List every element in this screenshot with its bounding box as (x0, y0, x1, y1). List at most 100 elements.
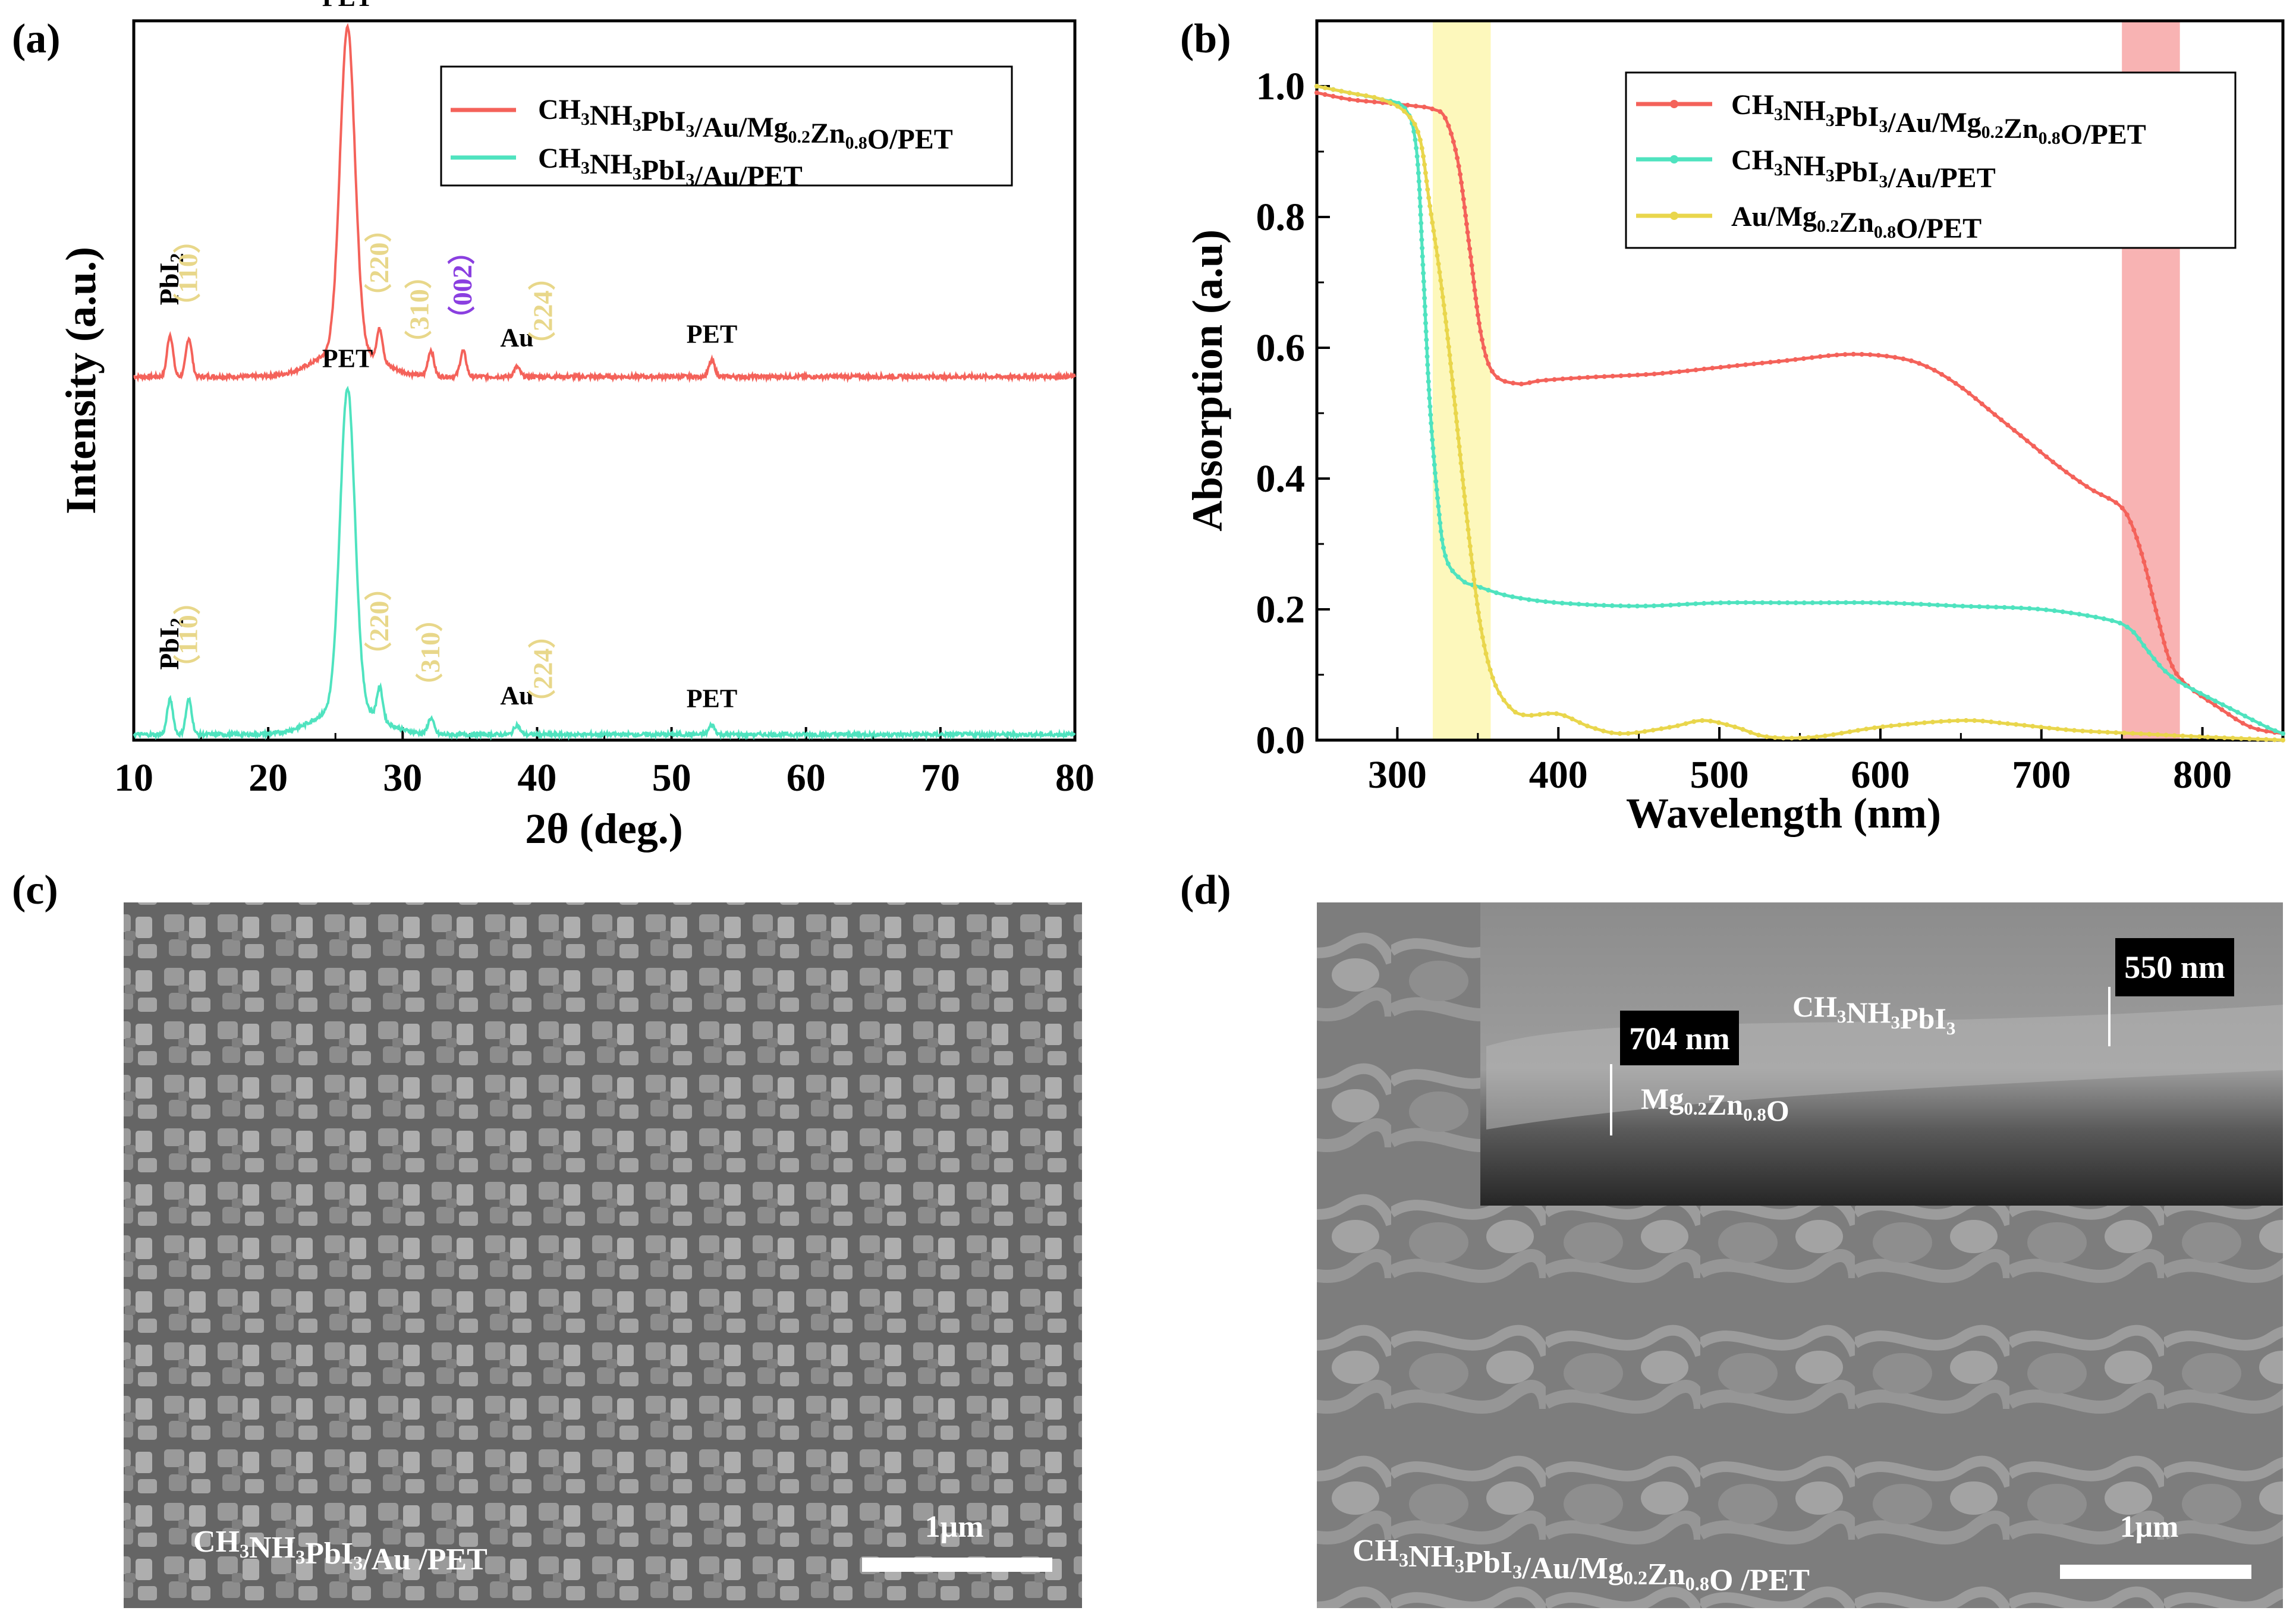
data-point (2233, 716, 2238, 722)
data-point (1968, 604, 1974, 609)
data-point (1419, 229, 1424, 234)
data-point (2272, 737, 2277, 743)
data-point (1551, 600, 1556, 605)
data-point (1427, 395, 1432, 401)
panel-label-a: (a) (12, 16, 61, 62)
data-point (1347, 90, 1353, 96)
data-point (1437, 269, 1442, 275)
peak-label: （002） (447, 237, 477, 333)
data-point (1420, 246, 1425, 251)
data-point (1453, 147, 1458, 152)
data-point (1554, 711, 1559, 716)
data-point (1457, 444, 1462, 449)
peak-label: PET (322, 0, 373, 12)
data-point (1801, 356, 1806, 361)
data-point (1388, 100, 1393, 105)
data-point (1660, 370, 1665, 376)
data-point (1425, 362, 1430, 367)
data-point (1851, 351, 1856, 357)
data-point (2163, 732, 2169, 738)
layer-label-perovskite: CH3NH3PbI3 (1792, 990, 1955, 1039)
data-point (2220, 702, 2225, 707)
data-point (1497, 690, 1502, 696)
data-point (1433, 479, 1439, 484)
data-point (1423, 170, 1428, 175)
y-tick-label-b: 0.4 (1256, 457, 1306, 501)
data-point (1427, 404, 1433, 409)
data-point (1426, 387, 1432, 392)
data-point (1420, 262, 1426, 268)
data-point (2147, 583, 2153, 589)
peak-label: （310） (415, 605, 445, 700)
data-point (1490, 675, 1495, 681)
data-point (1892, 355, 1898, 360)
data-point (1652, 603, 1656, 609)
data-point (1785, 600, 1790, 605)
data-point (2068, 611, 2074, 615)
data-point (1495, 375, 1500, 380)
data-point (1930, 719, 1935, 725)
data-point (2137, 543, 2142, 549)
x-tick-label-a: 80 (1055, 756, 1094, 800)
data-point (2157, 624, 2163, 629)
data-point (1461, 197, 1466, 202)
data-point (1438, 520, 1443, 526)
data-point (1519, 381, 1524, 386)
data-point (1993, 605, 1999, 610)
data-point (1977, 604, 1982, 609)
data-point (1792, 357, 1798, 362)
data-point (1428, 412, 1433, 417)
data-point (2005, 423, 2011, 427)
data-point (2263, 737, 2269, 742)
data-point (1432, 237, 1438, 242)
data-point (2131, 630, 2137, 635)
data-point (1461, 486, 1466, 490)
data-point (1453, 411, 1458, 416)
data-point (1436, 504, 1441, 509)
data-point (1668, 370, 1674, 375)
data-point (2101, 616, 2106, 621)
data-point (1535, 378, 1540, 383)
data-point (1414, 154, 1420, 159)
data-point (2018, 605, 2024, 611)
peak-label: （220） (364, 215, 394, 311)
data-point (1946, 376, 1951, 382)
data-point (1953, 380, 1958, 386)
data-point (1434, 487, 1439, 492)
scale-bar-label-d: 1μm (2120, 1510, 2179, 1544)
data-point (1960, 603, 1965, 609)
data-point (2197, 734, 2202, 740)
data-point (1552, 377, 1557, 382)
data-point (2119, 505, 2125, 511)
data-point (1445, 561, 1451, 567)
data-point (1456, 436, 1461, 441)
data-point (2183, 683, 2188, 688)
data-point (1626, 603, 1631, 609)
x-tick-label-b: 500 (1690, 753, 1749, 797)
data-point (1424, 178, 1429, 184)
data-point (1423, 312, 1428, 317)
data-point (1917, 361, 1922, 366)
data-point (1422, 295, 1427, 301)
layer-label-mgzno: Mg0.2Zn0.8O (1641, 1082, 1789, 1127)
data-point (1454, 419, 1460, 424)
data-point (1322, 92, 1328, 97)
data-point (1989, 719, 1994, 725)
data-point (1701, 600, 1707, 606)
peak-label: （224） (528, 621, 558, 717)
data-point (1450, 377, 1455, 383)
data-point (1459, 180, 1464, 185)
data-point (2044, 454, 2049, 460)
data-point (2247, 736, 2252, 741)
data-point (2230, 735, 2235, 741)
data-point (1425, 187, 1430, 192)
data-point (1438, 528, 1443, 534)
data-point (2163, 669, 2168, 674)
y-tick-label-b: 0.0 (1256, 719, 1306, 762)
data-point (1518, 596, 1523, 601)
data-point (1835, 600, 1840, 605)
data-point (2141, 643, 2146, 648)
thickness-badge-704 (1620, 1011, 1739, 1065)
data-point (1464, 221, 1469, 226)
